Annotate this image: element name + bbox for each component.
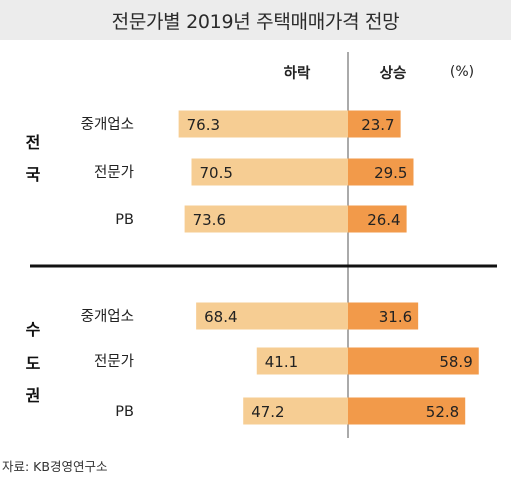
group-label-char: 수 [26,320,41,339]
legend-rise-label: 상승 [380,65,407,82]
bar-fall [191,158,348,186]
bar-fall [243,397,348,425]
category-label: PB [115,212,134,228]
bar-fall-value: 70.5 [199,164,232,182]
bar-rise-value: 52.8 [426,403,459,421]
bar-fall [196,302,348,330]
bar-rise [348,110,401,138]
source-note: 자료: KB경영연구소 [2,459,108,474]
bar-fall [184,205,348,233]
category-label: 전문가 [94,353,134,370]
unit-label: (%) [450,64,474,80]
bar-fall-value: 68.4 [204,308,237,326]
bar-fall [178,110,348,138]
bar-fall-value: 41.1 [265,353,298,371]
bar-rise [348,205,407,233]
legend-fall-label: 하락 [284,64,311,82]
bar-rise-value: 29.5 [374,164,407,182]
bar-rise-value: 31.6 [379,308,412,326]
category-label: 중개업소 [81,116,134,133]
chart-title: 전문가별 2019년 주택매매가격 전망 [111,10,400,33]
bar-rise-value: 23.7 [361,116,394,134]
category-label: 중개업소 [81,308,134,325]
bar-fall-value: 76.3 [187,116,220,134]
bar-rise [348,158,414,186]
group-label-char: 국 [26,165,41,184]
bar-rise [348,397,466,425]
group-label-char: 권 [26,386,41,405]
bar-rise [348,347,479,375]
bar-rise-value: 58.9 [439,353,472,371]
bar-rise-value: 26.4 [367,211,400,229]
bar-fall-value: 47.2 [251,403,284,421]
title-band: 전문가별 2019년 주택매매가격 전망 [0,0,511,40]
group-label-char: 전 [26,133,41,152]
category-label: PB [115,404,134,420]
bar-fall-value: 73.6 [193,211,226,229]
bar-rise [348,302,419,330]
group-label-char: 도 [26,354,41,373]
bar-fall [256,347,348,375]
category-label: 전문가 [94,164,134,181]
